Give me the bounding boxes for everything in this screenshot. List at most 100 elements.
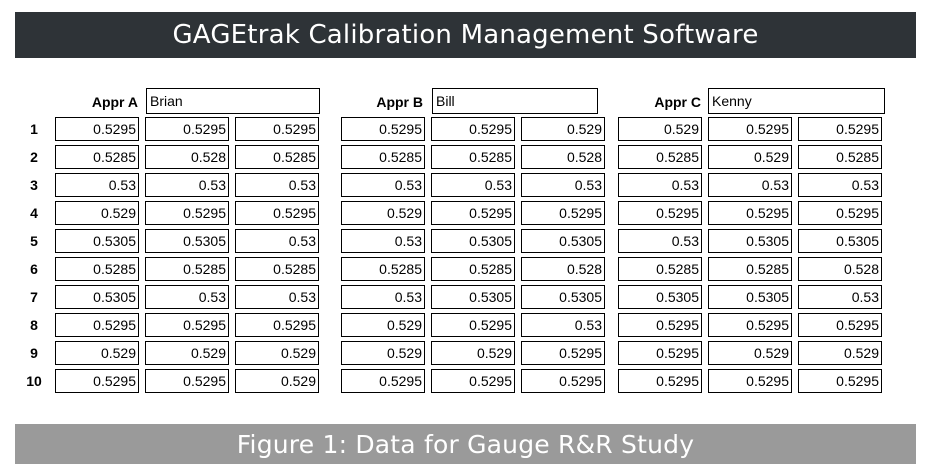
measurement-cell[interactable]: 0.529 <box>431 341 515 365</box>
measurement-cell[interactable]: 0.5295 <box>431 201 515 225</box>
measurement-cell[interactable]: 0.5285 <box>798 145 882 169</box>
measurement-cell[interactable]: 0.528 <box>798 257 882 281</box>
measurement-cell[interactable]: 0.53 <box>618 229 702 253</box>
measurement-cell[interactable]: 0.529 <box>708 341 792 365</box>
measurement-cell[interactable]: 0.5295 <box>708 201 792 225</box>
measurement-cell[interactable]: 0.5295 <box>521 341 605 365</box>
measurement-cell[interactable]: 0.5295 <box>55 369 139 393</box>
measurement-cell[interactable]: 0.5295 <box>431 369 515 393</box>
measurement-cell[interactable]: 0.53 <box>521 173 605 197</box>
measurement-cell[interactable]: 0.5295 <box>798 201 882 225</box>
measurement-cell[interactable]: 0.5305 <box>145 229 229 253</box>
measurement-cell[interactable]: 0.53 <box>341 173 425 197</box>
measurement-cell[interactable]: 0.5295 <box>618 201 702 225</box>
measurement-cell[interactable]: 0.5285 <box>55 257 139 281</box>
measurement-cell[interactable]: 0.5305 <box>521 229 605 253</box>
measurement-cell[interactable]: 0.5285 <box>431 257 515 281</box>
measurement-cell[interactable]: 0.5285 <box>708 257 792 281</box>
measurement-cell[interactable]: 0.5285 <box>235 257 319 281</box>
measurement-cell[interactable]: 0.5295 <box>235 117 319 141</box>
measurement-cell[interactable]: 0.5305 <box>798 229 882 253</box>
measurement-cell[interactable]: 0.53 <box>235 285 319 309</box>
measurement-cell[interactable]: 0.529 <box>618 117 702 141</box>
measurement-cell[interactable]: 0.5295 <box>145 201 229 225</box>
appraiser-label: Appr C <box>654 94 701 110</box>
measurement-cell[interactable]: 0.53 <box>618 173 702 197</box>
measurement-cell[interactable]: 0.5295 <box>431 313 515 337</box>
measurement-cell[interactable]: 0.5295 <box>708 369 792 393</box>
row-number: 10 <box>26 373 42 389</box>
measurement-cell[interactable]: 0.53 <box>235 173 319 197</box>
measurement-cell[interactable]: 0.5305 <box>55 285 139 309</box>
measurement-cell[interactable]: 0.529 <box>341 313 425 337</box>
measurement-cell[interactable]: 0.529 <box>55 201 139 225</box>
row-number: 5 <box>30 233 38 249</box>
measurement-cell[interactable]: 0.5295 <box>55 117 139 141</box>
measurement-cell[interactable]: 0.5295 <box>521 201 605 225</box>
measurement-cell[interactable]: 0.53 <box>431 173 515 197</box>
measurement-cell[interactable]: 0.53 <box>145 285 229 309</box>
measurement-cell[interactable]: 0.5295 <box>521 369 605 393</box>
measurement-cell[interactable]: 0.5295 <box>235 313 319 337</box>
measurement-cell[interactable]: 0.529 <box>798 341 882 365</box>
measurement-cell[interactable]: 0.5295 <box>618 313 702 337</box>
measurement-cell[interactable]: 0.5305 <box>708 285 792 309</box>
measurement-cell[interactable]: 0.5295 <box>798 313 882 337</box>
measurement-cell[interactable]: 0.5295 <box>618 369 702 393</box>
measurement-cell[interactable]: 0.5285 <box>618 257 702 281</box>
measurement-cell[interactable]: 0.5295 <box>618 341 702 365</box>
measurement-cell[interactable]: 0.5305 <box>708 229 792 253</box>
appraiser-name-field[interactable]: Kenny <box>708 88 885 114</box>
measurement-cell[interactable]: 0.5295 <box>341 117 425 141</box>
row-number: 3 <box>30 177 38 193</box>
appraiser-name-field[interactable]: Bill <box>432 88 598 114</box>
measurement-cell[interactable]: 0.53 <box>798 173 882 197</box>
measurement-cell[interactable]: 0.529 <box>341 201 425 225</box>
measurement-cell[interactable]: 0.5295 <box>145 117 229 141</box>
measurement-cell[interactable]: 0.53 <box>708 173 792 197</box>
measurement-cell[interactable]: 0.5305 <box>521 285 605 309</box>
measurement-cell[interactable]: 0.528 <box>145 145 229 169</box>
measurement-cell[interactable]: 0.529 <box>235 369 319 393</box>
measurement-cell[interactable]: 0.529 <box>341 341 425 365</box>
measurement-cell[interactable]: 0.5295 <box>55 313 139 337</box>
measurement-cell[interactable]: 0.5295 <box>145 313 229 337</box>
measurement-cell[interactable]: 0.5285 <box>55 145 139 169</box>
measurement-cell[interactable]: 0.5285 <box>341 257 425 281</box>
measurement-cell[interactable]: 0.5295 <box>798 369 882 393</box>
measurement-cell[interactable]: 0.5285 <box>145 257 229 281</box>
measurement-cell[interactable]: 0.53 <box>145 173 229 197</box>
measurement-cell[interactable]: 0.5295 <box>145 369 229 393</box>
measurement-cell[interactable]: 0.53 <box>341 229 425 253</box>
measurement-cell[interactable]: 0.5295 <box>708 313 792 337</box>
measurement-cell[interactable]: 0.5295 <box>798 117 882 141</box>
measurement-cell[interactable]: 0.5305 <box>431 229 515 253</box>
measurement-cell[interactable]: 0.5285 <box>431 145 515 169</box>
measurement-cell[interactable]: 0.5285 <box>618 145 702 169</box>
measurement-cell[interactable]: 0.529 <box>145 341 229 365</box>
measurement-cell[interactable]: 0.529 <box>55 341 139 365</box>
measurement-cell[interactable]: 0.53 <box>521 313 605 337</box>
appraiser-name-field[interactable]: Brian <box>146 88 320 114</box>
measurement-cell[interactable]: 0.529 <box>708 145 792 169</box>
measurement-cell[interactable]: 0.53 <box>341 285 425 309</box>
measurement-cell[interactable]: 0.5295 <box>235 201 319 225</box>
measurement-cell[interactable]: 0.5305 <box>618 285 702 309</box>
measurement-cell[interactable]: 0.5305 <box>431 285 515 309</box>
measurement-cell[interactable]: 0.53 <box>798 285 882 309</box>
row-number: 2 <box>30 149 38 165</box>
row-number: 8 <box>30 317 38 333</box>
measurement-cell[interactable]: 0.528 <box>521 257 605 281</box>
measurement-cell[interactable]: 0.5285 <box>235 145 319 169</box>
measurement-cell[interactable]: 0.53 <box>55 173 139 197</box>
measurement-cell[interactable]: 0.5305 <box>55 229 139 253</box>
measurement-cell[interactable]: 0.528 <box>521 145 605 169</box>
measurement-cell[interactable]: 0.5285 <box>341 145 425 169</box>
measurement-cell[interactable]: 0.529 <box>235 341 319 365</box>
measurement-cell[interactable]: 0.5295 <box>341 369 425 393</box>
measurement-cell[interactable]: 0.529 <box>521 117 605 141</box>
measurement-cell[interactable]: 0.5295 <box>431 117 515 141</box>
measurement-cell[interactable]: 0.5295 <box>708 117 792 141</box>
measurement-cell[interactable]: 0.53 <box>235 229 319 253</box>
